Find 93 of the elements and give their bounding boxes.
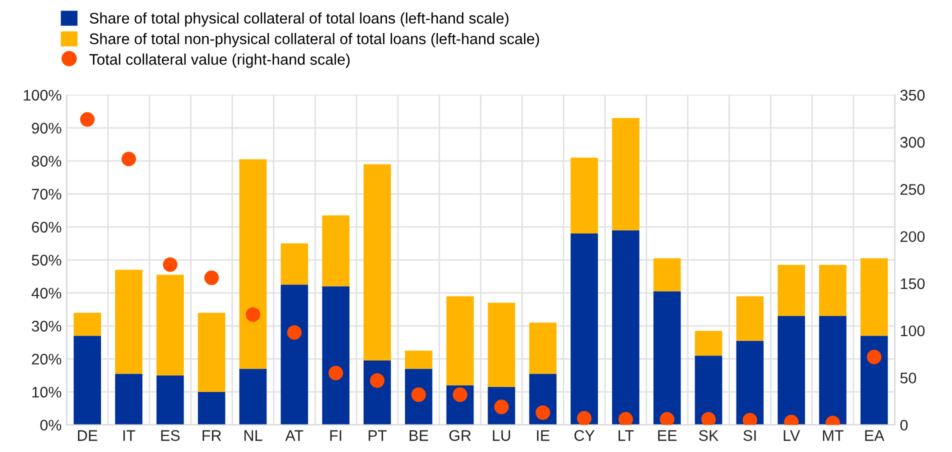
x-tick-label: FI bbox=[330, 430, 342, 441]
y-tick-label: 40% bbox=[32, 288, 62, 299]
bar bbox=[156, 274, 184, 376]
y2-tick-label: 350 bbox=[900, 90, 925, 101]
bar bbox=[778, 316, 806, 425]
bar bbox=[529, 322, 557, 374]
x-tick-label: AT bbox=[285, 430, 304, 441]
y2-tick-label: 200 bbox=[900, 231, 925, 242]
x-tick-label: PT bbox=[368, 430, 387, 441]
x-tick-label: CY bbox=[574, 430, 595, 441]
x-tick-label: FR bbox=[202, 430, 222, 441]
x-tick-label: ES bbox=[161, 430, 180, 441]
bar bbox=[280, 284, 308, 425]
bar bbox=[74, 336, 102, 425]
bar bbox=[653, 258, 681, 292]
y-tick-label: 0% bbox=[40, 420, 62, 431]
legend-label: Total collateral value (right-hand scale) bbox=[89, 54, 350, 68]
y-tick-label: 50% bbox=[32, 254, 62, 266]
point bbox=[660, 412, 674, 425]
bar bbox=[280, 243, 308, 285]
point bbox=[80, 112, 95, 127]
y2-tick-label: 300 bbox=[900, 136, 925, 148]
bar bbox=[860, 258, 888, 336]
x-tick-label: BE bbox=[410, 430, 428, 441]
bar bbox=[239, 159, 267, 369]
x-tick-label: LV bbox=[784, 430, 800, 441]
point bbox=[370, 373, 385, 388]
x-tick-label: LU bbox=[492, 430, 510, 441]
bar bbox=[694, 330, 722, 356]
bar bbox=[115, 374, 142, 425]
y2-tick-label: 0 bbox=[900, 420, 908, 431]
bar bbox=[446, 296, 474, 386]
point bbox=[618, 412, 633, 425]
point bbox=[328, 366, 344, 380]
bar bbox=[74, 312, 102, 336]
y2-tick-label: 250 bbox=[900, 184, 925, 195]
point bbox=[162, 257, 178, 272]
bar bbox=[653, 291, 681, 425]
bar bbox=[364, 360, 391, 425]
bar bbox=[819, 264, 846, 316]
point bbox=[577, 410, 592, 425]
y-tick-label: 30% bbox=[32, 320, 62, 332]
bar bbox=[364, 164, 391, 361]
bar bbox=[778, 264, 806, 316]
x-tick-label: NL bbox=[244, 430, 262, 441]
bar bbox=[156, 375, 184, 425]
y-tick-label: 70% bbox=[32, 188, 62, 200]
point bbox=[204, 270, 219, 286]
bar bbox=[570, 158, 598, 234]
bar bbox=[322, 215, 350, 286]
y2-tick-label: 150 bbox=[900, 278, 925, 290]
y-tick-label: 90% bbox=[32, 122, 62, 134]
y2-tick-label: 50 bbox=[900, 372, 916, 384]
bar bbox=[736, 296, 764, 341]
x-tick-label: EE bbox=[658, 430, 677, 441]
y2-tick-label: 100 bbox=[900, 325, 925, 336]
bar bbox=[239, 368, 267, 425]
bar bbox=[488, 302, 516, 387]
point bbox=[452, 387, 468, 402]
legend-label: Share of total physical collateral of total loans (left-hand scale) bbox=[90, 12, 508, 27]
y-tick-label: 80% bbox=[32, 156, 62, 167]
y-tick-label: 10% bbox=[32, 386, 62, 398]
bar bbox=[819, 316, 846, 425]
bar bbox=[115, 270, 142, 374]
bar bbox=[860, 336, 888, 425]
point bbox=[536, 405, 550, 420]
x-tick-label: SI bbox=[743, 430, 756, 441]
point bbox=[866, 350, 882, 364]
bar bbox=[612, 118, 640, 230]
bar bbox=[694, 356, 722, 425]
legend-label: Share of total non-physical collateral of total loans (left-hand scale) bbox=[90, 33, 540, 48]
y-tick-label: 20% bbox=[32, 354, 62, 365]
point bbox=[246, 307, 260, 322]
point bbox=[287, 325, 302, 340]
bar bbox=[322, 286, 350, 425]
x-tick-label: SK bbox=[699, 430, 719, 441]
y-tick-label: 100% bbox=[24, 90, 62, 101]
bar bbox=[612, 230, 640, 425]
x-tick-label: LT bbox=[618, 430, 634, 441]
x-tick-label: IT bbox=[123, 430, 136, 441]
bar bbox=[736, 340, 764, 425]
bar bbox=[404, 350, 432, 369]
x-tick-label: IE bbox=[537, 430, 550, 441]
point bbox=[121, 152, 136, 166]
x-tick-label: GR bbox=[449, 430, 471, 441]
x-tick-label: EA bbox=[865, 430, 884, 441]
x-tick-label: DE bbox=[78, 430, 98, 441]
bar bbox=[570, 234, 598, 425]
point bbox=[701, 412, 716, 425]
bar bbox=[198, 392, 226, 425]
bar bbox=[198, 312, 226, 392]
x-tick-label: MT bbox=[822, 430, 844, 441]
y-tick-label: 60% bbox=[32, 222, 62, 233]
